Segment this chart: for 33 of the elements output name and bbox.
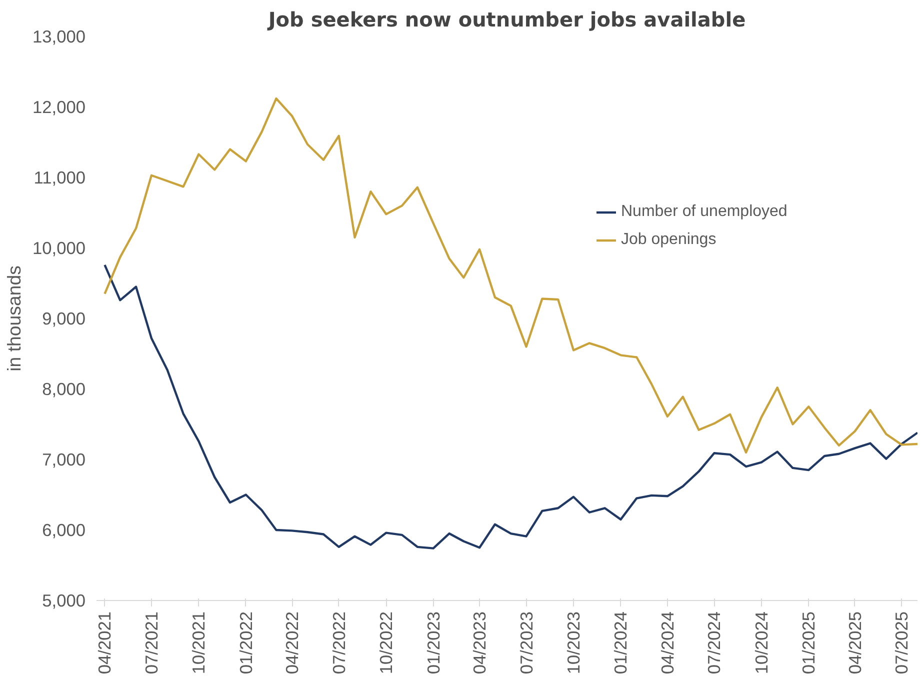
x-tick-label: 10/2022: [376, 611, 396, 674]
y-axis-title: in thousands: [4, 266, 24, 372]
y-tick-label: 7,000: [42, 450, 86, 470]
y-tick-label: 12,000: [32, 97, 86, 117]
y-tick-label: 11,000: [34, 168, 86, 188]
y-tick-label: 13,000: [32, 26, 86, 46]
x-tick-label: 01/2022: [236, 611, 256, 674]
y-tick-label: 8,000: [42, 379, 86, 399]
y-tick-label: 9,000: [42, 308, 86, 328]
y-tick-label: 5,000: [42, 590, 86, 610]
x-tick-label: 10/2021: [188, 611, 209, 674]
x-tick-label: 04/2023: [470, 611, 490, 674]
x-tick-label: 10/2024: [751, 611, 772, 674]
y-tick-label: 6,000: [42, 520, 86, 540]
x-tick-label: 07/2024: [704, 611, 724, 674]
x-tick-label: 04/2021: [94, 611, 115, 674]
x-tick-label: 07/2023: [516, 611, 536, 674]
x-tick-label: 07/2022: [328, 611, 349, 674]
y-tick-label: 10,000: [32, 238, 86, 258]
x-tick-label: 01/2025: [798, 611, 819, 674]
legend-label: Number of unemployed: [621, 203, 788, 221]
chart-title: Job seekers now outnumber jobs available: [266, 8, 746, 32]
x-tick-label: 01/2024: [610, 611, 631, 674]
x-tick-label: 07/2021: [141, 611, 162, 674]
x-tick-label: 07/2025: [892, 611, 912, 674]
x-tick-label: 04/2025: [844, 611, 865, 674]
line-series: [104, 264, 918, 550]
x-tick-label: 10/2023: [563, 611, 584, 674]
line-series: [104, 97, 918, 454]
x-tick-label: 01/2023: [423, 611, 444, 674]
legend-label: Job openings: [621, 231, 716, 249]
x-tick-label: 04/2024: [657, 611, 678, 674]
x-tick-label: 04/2022: [282, 611, 302, 674]
